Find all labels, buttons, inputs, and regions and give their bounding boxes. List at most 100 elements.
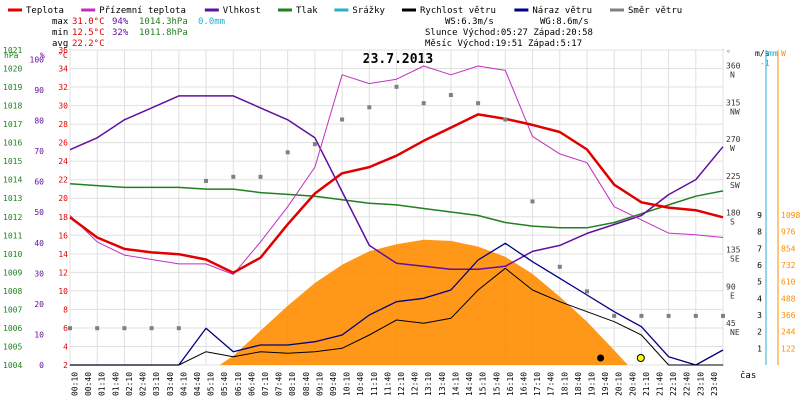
- tick-hpa-8: 1012: [3, 213, 22, 222]
- point-wind-dir-2: [122, 326, 127, 331]
- tick-hpa-2: 1006: [3, 324, 22, 333]
- stat-avg-temp: 22.2°C: [72, 39, 105, 49]
- tick-hpa-9: 1013: [3, 194, 22, 203]
- tick-x-24: 12:10: [397, 372, 406, 396]
- tick-x-17: 08:40: [302, 372, 311, 396]
- tick-hpa-12: 1016: [3, 139, 22, 148]
- point-wind-dir-16: [503, 117, 508, 122]
- point-wind-dir-6: [231, 174, 236, 179]
- tick-dir-val-6: 315: [726, 98, 741, 107]
- tick-hpa-0: 1004: [3, 361, 22, 370]
- tick-ms-0: 1: [757, 344, 762, 353]
- tick-pct-7: 70: [34, 147, 44, 156]
- tick-degc-5: 12: [58, 268, 68, 277]
- tick-x-7: 03:40: [166, 372, 175, 396]
- series-wind-line: [70, 267, 723, 366]
- stat-max-press: 1014.3hPa: [139, 17, 188, 27]
- series-solar-area: [219, 239, 628, 365]
- x-axis-label: čas: [740, 370, 756, 381]
- tick-ms-1: 2: [757, 328, 762, 337]
- tick-degc-7: 16: [58, 231, 68, 240]
- tick-x-14: 07:10: [261, 372, 270, 396]
- legend-label-1: Přízemní teplota: [99, 6, 186, 16]
- tick-x-4: 02:10: [125, 372, 134, 396]
- tick-ms-5: 6: [757, 261, 762, 270]
- tick-pct-2: 20: [34, 300, 44, 309]
- stat-sun: Slunce Východ:05:27 Západ:20:58: [425, 28, 593, 38]
- point-wind-dir-19: [585, 289, 589, 294]
- legend-label-4: Srážky: [352, 6, 385, 16]
- stat-max-label: max: [52, 17, 69, 27]
- axis-w-label: W: [781, 49, 786, 58]
- point-wind-dir-24: [721, 313, 725, 318]
- tick-hpa-14: 1018: [3, 102, 22, 111]
- tick-dir-name-1: E: [730, 291, 735, 300]
- tick-w-7: 976: [781, 228, 796, 237]
- tick-degc-2: 6: [63, 324, 68, 333]
- tick-x-11: 05:40: [220, 372, 229, 396]
- tick-hpa-6: 1010: [3, 250, 22, 259]
- tick-ms-3: 4: [757, 294, 762, 303]
- tick-pct-10: 100: [30, 55, 45, 64]
- point-wind-dir-14: [448, 93, 453, 97]
- tick-x-21: 10:40: [356, 372, 365, 396]
- tick-w-5: 732: [781, 261, 796, 270]
- point-wind-dir-20: [612, 313, 617, 318]
- tick-degc-8: 18: [58, 213, 68, 222]
- tick-hpa-11: 1015: [3, 157, 22, 166]
- stat-min-label: min: [52, 28, 68, 38]
- tick-x-41: 20:40: [628, 372, 637, 396]
- tick-dir-name-3: S: [730, 218, 735, 227]
- tick-pct-4: 40: [34, 239, 44, 248]
- tick-degc-1: 4: [63, 342, 68, 351]
- tick-dir-name-6: NW: [730, 107, 740, 116]
- point-wind-dir-11: [367, 105, 372, 110]
- stat-max-rain: 0.0mm: [198, 17, 225, 27]
- tick-ms-2: 3: [757, 311, 762, 320]
- tick-degc-13: 28: [58, 120, 68, 129]
- tick-x-42: 21:10: [642, 372, 651, 396]
- tick-degc-3: 8: [63, 305, 68, 314]
- tick-hpa-7: 1011: [3, 231, 22, 240]
- tick-degc-6: 14: [58, 250, 68, 259]
- stat-min-press: 1011.8hPa: [139, 28, 188, 38]
- axis-ms-label: m/s: [755, 49, 770, 58]
- tick-pct-1: 10: [34, 330, 44, 339]
- legend-label-7: Směr větru: [628, 6, 682, 16]
- tick-hpa-10: 1014: [3, 176, 22, 185]
- tick-x-9: 04:40: [193, 372, 202, 396]
- tick-hpa-17: 1021: [3, 46, 22, 55]
- tick-x-13: 06:40: [247, 372, 256, 396]
- legend-label-2: Vlhkost: [223, 6, 261, 16]
- tick-w-3: 488: [781, 294, 796, 303]
- tick-x-33: 16:40: [519, 372, 528, 396]
- tick-hpa-5: 1009: [3, 268, 22, 277]
- tick-x-46: 23:10: [696, 372, 705, 396]
- tick-x-18: 09:10: [315, 372, 324, 396]
- point-wind-dir-10: [340, 117, 345, 122]
- series-pressure-line: [69, 183, 724, 229]
- tick-degc-4: 10: [58, 287, 68, 296]
- tick-x-27: 13:40: [438, 372, 447, 396]
- tick-x-44: 22:10: [669, 372, 678, 396]
- tick-pct-3: 30: [34, 269, 44, 278]
- tick-x-40: 20:10: [615, 372, 624, 396]
- marker-moon-rise: [597, 354, 605, 362]
- stat-min-hum: 32%: [112, 28, 129, 38]
- tick-ms-4: 5: [757, 278, 762, 287]
- tick-hpa-1: 1005: [3, 342, 22, 351]
- stat-moon: Měsíc Východ:19:51 Západ:5:17: [425, 39, 582, 49]
- tick-dir-name-2: SE: [730, 255, 740, 264]
- point-wind-dir-18: [557, 264, 562, 269]
- point-wind-dir-5: [204, 178, 208, 183]
- tick-degc-15: 32: [58, 83, 68, 92]
- axis-degc-label: °C: [58, 51, 68, 60]
- tick-x-31: 15:40: [492, 372, 501, 396]
- legend-label-3: Tlak: [296, 6, 318, 16]
- tick-x-16: 08:10: [288, 372, 297, 396]
- point-wind-dir-4: [176, 326, 181, 331]
- tick-x-43: 21:40: [656, 372, 665, 396]
- tick-degc-14: 30: [58, 102, 68, 111]
- tick-dir-val-1: 90: [726, 282, 736, 291]
